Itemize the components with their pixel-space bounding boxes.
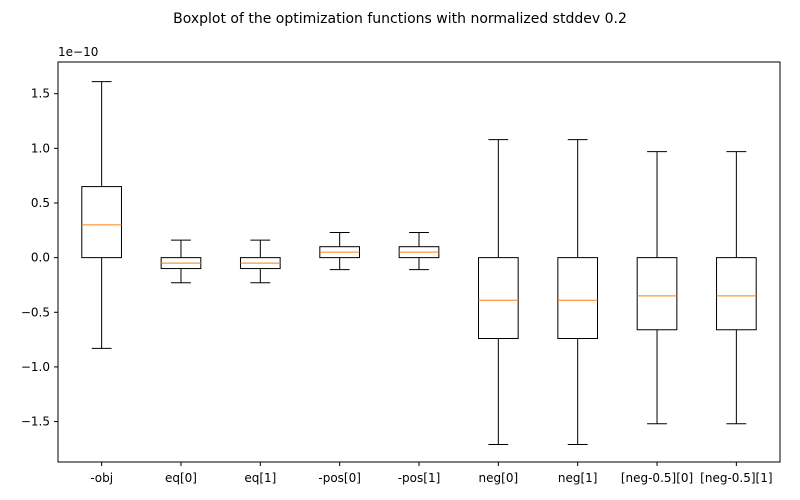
box-7: [636, 151, 678, 425]
boxes-layer: [81, 81, 757, 446]
box-8: [716, 151, 757, 425]
x-tick-label: -obj: [90, 471, 113, 485]
y-tick-label: −1.0: [21, 360, 50, 374]
y-tick-label: −0.5: [21, 305, 50, 319]
chart-title: Boxplot of the optimization functions wi…: [173, 11, 627, 27]
iqr-box: [478, 257, 519, 340]
box-1: [160, 239, 202, 284]
iqr-box: [716, 257, 757, 331]
iqr-box: [81, 186, 122, 259]
box-3: [319, 231, 360, 271]
x-tick-label: neg[0]: [479, 471, 519, 485]
x-tick-label: eq[1]: [244, 471, 276, 485]
iqr-box: [636, 257, 678, 331]
y-scale-label: 1e−10: [58, 45, 98, 59]
x-tick-label: -pos[1]: [398, 471, 441, 485]
x-axis: -obj eq[0] eq[1] -pos[0] -pos[1] neg[0] neg[1]…: [90, 462, 773, 485]
x-tick-label: [neg-0.5][0]: [621, 471, 693, 485]
x-tick-label: eq[0]: [165, 471, 197, 485]
x-tick-label: neg[1]: [558, 471, 598, 485]
y-tick-label: 0.5: [31, 196, 50, 210]
y-tick-label: 1.0: [31, 141, 50, 155]
box-2: [239, 239, 281, 284]
x-tick-label: [neg-0.5][1]: [700, 471, 772, 485]
box-4: [398, 231, 440, 271]
box-5: [478, 139, 519, 446]
iqr-box: [557, 257, 599, 340]
y-tick-label: 1.5: [31, 87, 50, 101]
y-tick-label: −1.5: [21, 415, 50, 429]
y-tick-label: 0.0: [31, 251, 50, 265]
box-0: [81, 81, 122, 349]
x-tick-label: -pos[0]: [318, 471, 361, 485]
box-6: [557, 139, 599, 446]
y-axis: 1.5 1.0 0.5 0.0 −0.5 −1.0 −1.5: [21, 87, 58, 429]
